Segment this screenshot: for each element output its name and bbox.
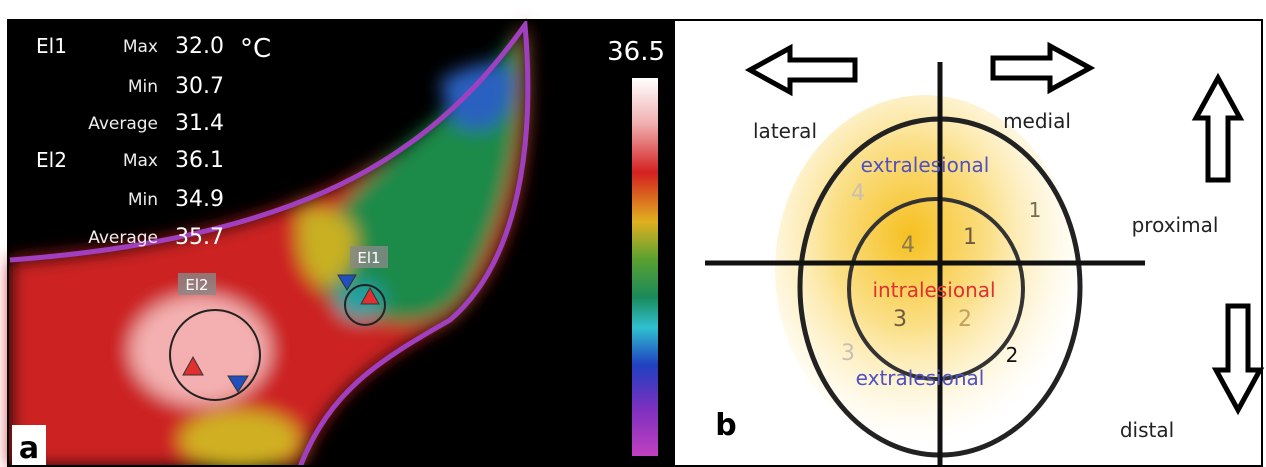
quadrant-number: 3 bbox=[841, 341, 855, 366]
stat-label: Max bbox=[123, 151, 158, 171]
zone-label: intralesional bbox=[872, 278, 995, 302]
zone-label: extralesional bbox=[861, 153, 990, 177]
region-name: El1 bbox=[36, 34, 67, 58]
quadrant-number: 4 bbox=[901, 233, 915, 258]
quadrant-number: 3 bbox=[893, 307, 907, 332]
direction-label: lateral bbox=[753, 119, 817, 143]
unit: °C bbox=[240, 34, 271, 64]
figure: El1 El2 El1 Max 32.0 °C Min 30.7 Average… bbox=[0, 0, 1266, 467]
zone-label: extralesional bbox=[856, 366, 985, 390]
direction-label: proximal bbox=[1132, 213, 1219, 237]
stat-value: 34.9 bbox=[175, 187, 224, 212]
panel-label: a bbox=[19, 431, 39, 466]
stat-label: Min bbox=[128, 77, 158, 97]
thermal-panel: El1 El2 El1 Max 32.0 °C Min 30.7 Average… bbox=[8, 20, 675, 467]
quadrant-number: 4 bbox=[851, 181, 865, 206]
stat-label: Max bbox=[123, 37, 158, 57]
arrow-down bbox=[1216, 306, 1260, 410]
stat-label: Min bbox=[128, 190, 158, 210]
quadrant-number: 2 bbox=[1006, 343, 1019, 367]
schema-panel: lateral medial proximal distal extralesi… bbox=[705, 46, 1260, 467]
stat-value: 30.7 bbox=[175, 74, 224, 99]
marker-label: El2 bbox=[185, 276, 208, 294]
quadrant-number: 1 bbox=[963, 225, 977, 250]
arrow-left bbox=[750, 48, 855, 92]
color-scale bbox=[632, 78, 658, 456]
quadrant-number: 1 bbox=[1029, 198, 1042, 222]
lesion-glow bbox=[775, 95, 1075, 445]
stat-value: 35.7 bbox=[175, 225, 224, 250]
stat-label: Average bbox=[88, 228, 158, 248]
region-name: El2 bbox=[36, 148, 67, 172]
stat-value: 36.1 bbox=[175, 148, 224, 173]
stat-value: 31.4 bbox=[175, 111, 224, 136]
direction-label: distal bbox=[1120, 418, 1174, 442]
arrow-up bbox=[1196, 78, 1240, 180]
direction-label: medial bbox=[1003, 109, 1071, 133]
scale-max: 36.5 bbox=[607, 37, 665, 67]
quadrant-number: 2 bbox=[958, 307, 972, 332]
panel-label: b bbox=[715, 408, 736, 443]
arrow-right bbox=[993, 46, 1090, 90]
stat-value: 32.0 bbox=[175, 34, 224, 59]
stat-label: Average bbox=[88, 114, 158, 134]
marker-label: El1 bbox=[357, 249, 380, 267]
